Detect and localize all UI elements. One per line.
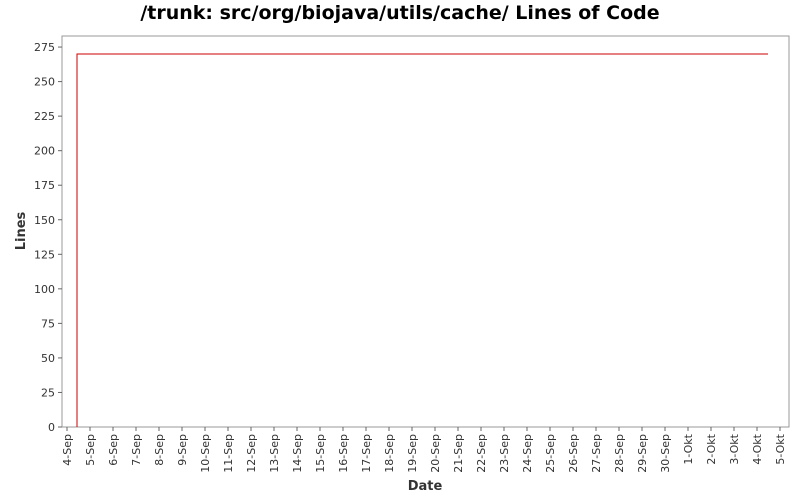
- chart-title: /trunk: src/org/biojava/utils/cache/ Lin…: [140, 2, 660, 24]
- y-tick-label: 175: [34, 179, 55, 192]
- x-axis-label: Date: [408, 479, 443, 494]
- x-tick-label: 9-Sep: [176, 434, 189, 466]
- x-tick-label: 19-Sep: [406, 434, 419, 473]
- y-tick-label: 25: [41, 386, 55, 399]
- x-tick-label: 25-Sep: [544, 434, 557, 473]
- x-tick-label: 14-Sep: [291, 434, 304, 473]
- x-tick-label: 4-Sep: [61, 434, 74, 466]
- x-tick-label: 4-Okt: [751, 433, 764, 464]
- x-tick-label: 24-Sep: [521, 434, 534, 473]
- series-line-0: [76, 53, 768, 427]
- x-tick-label: 3-Okt: [728, 433, 741, 464]
- x-tick-label: 11-Sep: [222, 434, 235, 473]
- y-axis-ticks: 0 25 50 75 100 125 150 175 200 225 250 275: [34, 41, 62, 434]
- x-tick-label: 16-Sep: [337, 434, 350, 473]
- y-tick-label: 150: [34, 214, 55, 227]
- y-tick-label: 200: [34, 145, 55, 158]
- x-tick-label: 12-Sep: [245, 434, 258, 473]
- x-axis-ticks: 4-Sep 5-Sep 6-Sep 7-Sep 8-Sep 9-Sep 10-Sep 11-S…: [61, 427, 787, 473]
- x-tick-label: 6-Sep: [107, 434, 120, 466]
- x-tick-label: 28-Sep: [613, 434, 626, 473]
- x-tick-label: 7-Sep: [130, 434, 143, 466]
- x-tick-label: 30-Sep: [659, 434, 672, 473]
- y-tick-label: 275: [34, 41, 55, 54]
- x-tick-label: 17-Sep: [360, 434, 373, 473]
- x-tick-label: 20-Sep: [429, 434, 442, 473]
- x-tick-label: 2-Okt: [705, 433, 718, 464]
- y-axis-label: Lines: [14, 211, 29, 250]
- y-tick-label: 100: [34, 283, 55, 296]
- x-tick-label: 23-Sep: [498, 434, 511, 473]
- plot-area: [61, 35, 790, 428]
- x-tick-label: 13-Sep: [268, 434, 281, 473]
- series-layer: [76, 53, 768, 427]
- x-tick-label: 5-Okt: [774, 433, 787, 464]
- x-tick-label: 10-Sep: [199, 434, 212, 473]
- x-tick-label: 29-Sep: [636, 434, 649, 473]
- x-tick-label: 21-Sep: [452, 434, 465, 473]
- y-tick-label: 125: [34, 248, 55, 261]
- y-tick-label: 250: [34, 76, 55, 89]
- y-tick-label: 75: [41, 317, 55, 330]
- x-tick-label: 1-Okt: [682, 433, 695, 464]
- x-tick-label: 26-Sep: [567, 434, 580, 473]
- y-tick-label: 0: [48, 421, 55, 434]
- x-tick-label: 18-Sep: [383, 434, 396, 473]
- y-tick-label: 225: [34, 110, 55, 123]
- x-tick-label: 15-Sep: [314, 434, 327, 473]
- x-tick-label: 8-Sep: [153, 434, 166, 466]
- x-tick-label: 27-Sep: [590, 434, 603, 473]
- x-tick-label: 5-Sep: [84, 434, 97, 466]
- x-tick-label: 22-Sep: [475, 434, 488, 473]
- y-tick-label: 50: [41, 352, 55, 365]
